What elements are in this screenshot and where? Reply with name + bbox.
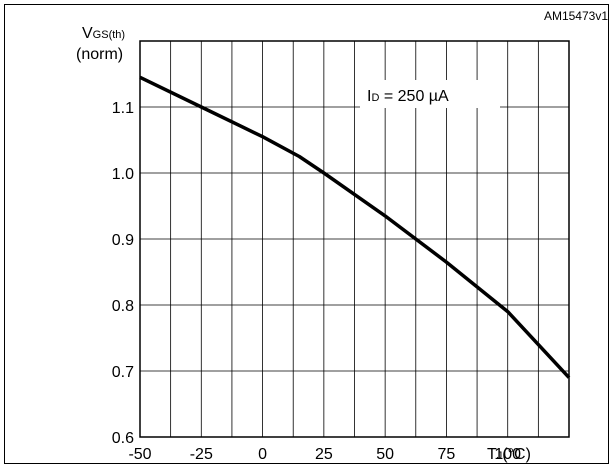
annotation-background: [360, 80, 500, 108]
x-tick-label: 50: [376, 446, 394, 463]
chart-frame: [4, 4, 609, 464]
x-tick-label: 75: [438, 446, 456, 463]
y-tick-label: 0.7: [112, 364, 134, 381]
y-tick-label: 1.1: [112, 100, 134, 117]
plot-border: [139, 40, 570, 438]
x-tick-labels: -50 -25 0 25 50 75 100: [128, 446, 521, 463]
y-tick-label: 0.9: [112, 232, 134, 249]
y-tick-label: 1.0: [112, 166, 134, 183]
x-tick-label: 100: [494, 446, 521, 463]
y-axis-label-unit: (norm): [76, 46, 123, 63]
y-tick-labels: 0.6 0.7 0.8 0.9 1.0 1.1: [112, 100, 134, 447]
vgs-curve: [139, 75, 571, 379]
x-tick-label: -50: [128, 446, 151, 463]
x-tick-label: -25: [190, 446, 213, 463]
y-tick-label: 0.8: [112, 298, 134, 315]
x-tick-label: 0: [258, 446, 267, 463]
grid: [140, 41, 569, 437]
code-label: AM15473v1: [544, 9, 608, 23]
test-condition-annotation: ID = 250 µA: [367, 88, 449, 105]
y-axis-label: VGS(th): [82, 25, 125, 42]
y-tick-label: 0.6: [112, 430, 134, 447]
x-axis-label: TJ(°C): [487, 446, 531, 463]
x-tick-label: 25: [315, 446, 333, 463]
